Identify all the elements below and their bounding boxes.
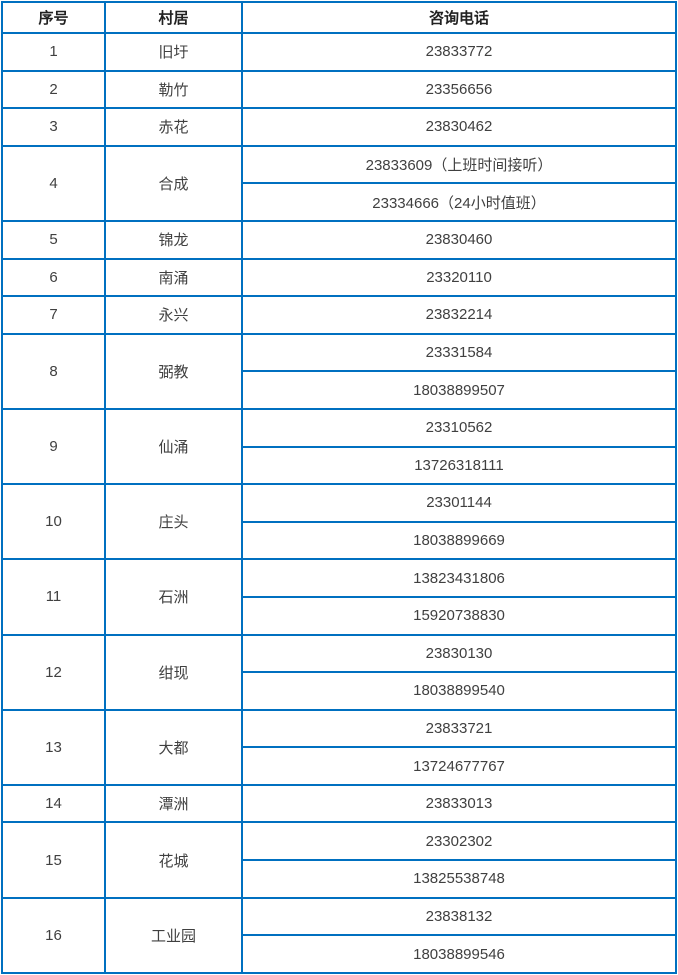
table-row: 9 仙涌 23310562 [1, 407, 677, 486]
phone-cell: 23838132 [241, 896, 677, 937]
phone-cell: 18038899669 [241, 520, 677, 561]
serial-number-cell: 4 [1, 144, 106, 222]
phone-cell: 18038899507 [241, 370, 677, 410]
table-row: 4 合成 23833609（上班时间接听） [1, 144, 677, 222]
table-row: 7 永兴 23832214 [1, 295, 677, 335]
table-row: 13825538748 [2, 859, 677, 899]
phone-cell: 23830130 [241, 633, 677, 674]
header-village: 村居 [104, 1, 243, 34]
serial-number-cell: 14 [1, 783, 106, 824]
header-row: 序号 村居 咨询电话 [1, 1, 677, 34]
table-row: 15920738830 [2, 595, 677, 636]
phone-cell: 13825538748 [241, 859, 677, 899]
village-cell: 仙涌 [104, 407, 243, 486]
phone-cell: 23356656 [241, 69, 677, 110]
table-row: 16 工业园 23838132 [1, 896, 677, 974]
phone-cell: 15920738830 [241, 595, 677, 636]
table-row: 3 赤花 23830462 [1, 107, 677, 147]
table-row: 2 勒竹 23356656 [1, 69, 677, 110]
serial-number-cell: 13 [1, 708, 106, 786]
village-cell: 赤花 [104, 107, 243, 147]
phone-cell: 23833772 [241, 32, 677, 72]
table-row: 8 弼教 23331584 [1, 332, 677, 410]
table-row: 13724677767 [2, 746, 677, 786]
table-row: 5 锦龙 23830460 [1, 219, 677, 260]
serial-number-cell: 16 [1, 896, 106, 974]
phone-cell: 23334666（24小时值班） [241, 182, 677, 222]
serial-number-cell: 12 [1, 633, 106, 711]
table-row: 18038899546 [2, 934, 677, 974]
phone-cell: 23302302 [241, 821, 677, 862]
village-cell: 南涌 [104, 257, 243, 298]
village-cell: 潭洲 [104, 783, 243, 824]
serial-number-cell: 2 [1, 69, 106, 110]
table-row: 12 绀现 23830130 [1, 633, 677, 711]
table-row: 1 旧圩 23833772 [1, 32, 677, 72]
serial-number-cell: 15 [1, 821, 106, 899]
table-row: 23334666（24小时值班） [2, 182, 677, 222]
table-header: 序号 村居 咨询电话 [1, 1, 677, 34]
village-cell: 弼教 [104, 332, 243, 410]
table-row: 15 花城 23302302 [1, 821, 677, 899]
phone-cell: 18038899546 [241, 934, 677, 974]
serial-number-cell: 5 [1, 219, 106, 260]
serial-number-cell: 3 [1, 107, 106, 147]
village-cell: 工业园 [104, 896, 243, 974]
village-cell: 大都 [104, 708, 243, 786]
phone-cell: 23310562 [241, 407, 677, 448]
village-cell: 绀现 [104, 633, 243, 711]
village-cell: 勒竹 [104, 69, 243, 110]
phone-cell: 23833013 [241, 783, 677, 824]
table-row: 11 石洲 13823431806 [1, 558, 677, 636]
table-row: 14 潭洲 23833013 [1, 783, 677, 824]
phone-cell: 23830460 [241, 219, 677, 260]
village-cell: 合成 [104, 144, 243, 222]
phone-cell: 23832214 [241, 295, 677, 335]
phone-cell: 23830462 [241, 107, 677, 147]
serial-number-cell: 11 [1, 558, 106, 636]
header-serial-number: 序号 [1, 1, 106, 34]
phone-cell: 23833609（上班时间接听） [241, 144, 677, 185]
village-cell: 庄头 [104, 483, 243, 561]
phone-cell: 23833721 [241, 708, 677, 749]
phone-cell: 13726318111 [241, 445, 677, 486]
header-phone: 咨询电话 [241, 1, 677, 34]
serial-number-cell: 9 [1, 407, 106, 486]
table-row: 18038899507 [2, 370, 677, 410]
phone-cell: 18038899540 [241, 671, 677, 711]
table-row: 13 大都 23833721 [1, 708, 677, 786]
table-row: 13726318111 [2, 445, 677, 486]
serial-number-cell: 7 [1, 295, 106, 335]
village-cell: 花城 [104, 821, 243, 899]
table-body: 1 旧圩 23833772 2 勒竹 23356656 3 赤花 23830462 4 合成 2383… [1, 32, 677, 974]
phone-cell: 23320110 [241, 257, 677, 298]
serial-number-cell: 8 [1, 332, 106, 410]
village-cell: 永兴 [104, 295, 243, 335]
table-row: 6 南涌 23320110 [1, 257, 677, 298]
village-cell: 旧圩 [104, 32, 243, 72]
village-cell: 石洲 [104, 558, 243, 636]
serial-number-cell: 6 [1, 257, 106, 298]
serial-number-cell: 1 [1, 32, 106, 72]
phone-cell: 23301144 [241, 483, 677, 523]
table-row: 18038899540 [2, 671, 677, 711]
phone-cell: 23331584 [241, 332, 677, 373]
village-cell: 锦龙 [104, 219, 243, 260]
phone-cell: 13823431806 [241, 558, 677, 598]
phone-cell: 13724677767 [241, 746, 677, 786]
table-row: 10 庄头 23301144 [1, 483, 677, 561]
serial-number-cell: 10 [1, 483, 106, 561]
table-row: 18038899669 [2, 520, 677, 561]
